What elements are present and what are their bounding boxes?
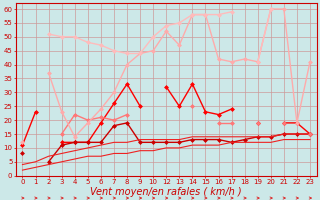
X-axis label: Vent moyen/en rafales ( km/h ): Vent moyen/en rafales ( km/h ) xyxy=(91,187,242,197)
